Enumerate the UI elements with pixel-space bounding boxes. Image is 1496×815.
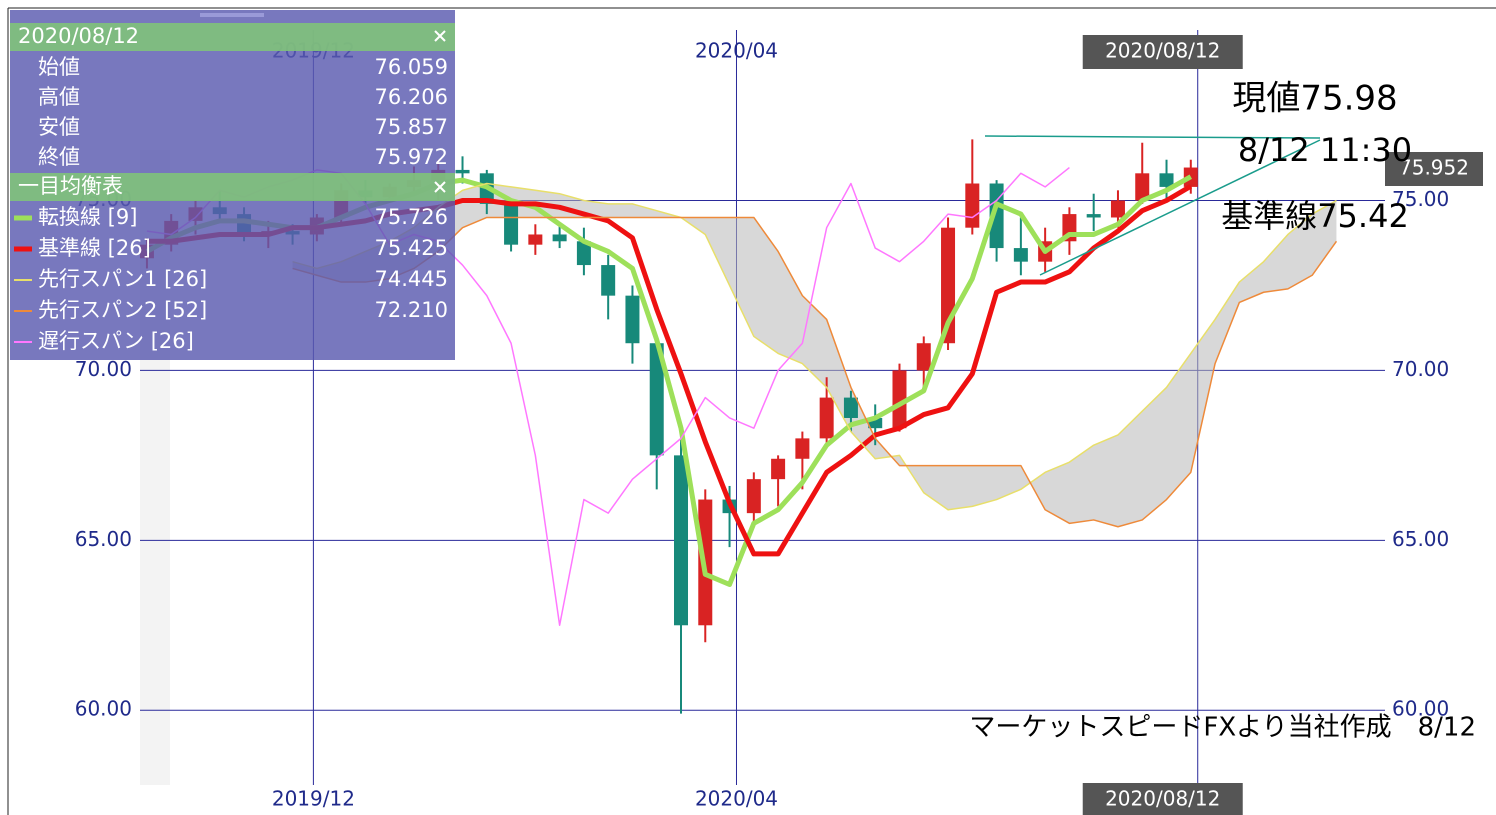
candle-body <box>1013 248 1028 262</box>
candle-body <box>1110 200 1125 218</box>
candle-body <box>576 241 591 266</box>
annotation: 現値75.98 <box>1232 79 1397 119</box>
grip[interactable] <box>200 13 264 17</box>
trend-line <box>984 135 1321 139</box>
candle-body <box>649 343 664 456</box>
x-tick-label: 2020/04 <box>695 787 778 811</box>
close-button[interactable] <box>434 30 446 42</box>
x-tick-label: 2020/08/12 <box>1105 787 1220 811</box>
candle-body <box>625 295 640 344</box>
legend-label: 遅行スパン [26] <box>38 329 194 353</box>
panel-label: 終値 <box>38 145 80 169</box>
panel-indicator: 一目均衡表 <box>18 174 123 198</box>
candle-body <box>552 234 567 242</box>
candle-body <box>1086 214 1101 218</box>
candle-body <box>965 183 980 228</box>
x-tick-label: 2020/04 <box>695 39 778 63</box>
y-tick-label: 65.00 <box>75 527 132 551</box>
candle-body <box>795 438 810 459</box>
cloud <box>292 183 1337 527</box>
price-tag: 75.952 <box>1399 156 1469 180</box>
trend-lines <box>984 135 1321 276</box>
annotation: マーケットスピードFXより当社作成 8/12 <box>969 713 1476 743</box>
legend-label: 先行スパン1 [26] <box>38 267 207 291</box>
candle-body <box>819 397 834 439</box>
indicator-line <box>292 182 1337 511</box>
y-tick-label: 60.00 <box>75 697 132 721</box>
panel-value: 76.206 <box>375 85 448 109</box>
y-tick-label: 70.00 <box>75 357 132 381</box>
x-tick-label: 2020/08/12 <box>1105 39 1220 63</box>
y-tick-label: 65.00 <box>1392 527 1449 551</box>
date-tag <box>1082 35 1243 69</box>
indicator-line <box>292 216 1338 528</box>
legend-value: 72.210 <box>375 298 448 322</box>
price-tag-bg <box>1385 152 1483 186</box>
candle-body <box>504 203 519 245</box>
legend-value: 75.425 <box>375 236 448 260</box>
candle-body <box>674 455 689 626</box>
legend-value: 74.445 <box>375 267 448 291</box>
annotation: 8/12 11:30 <box>1238 131 1412 169</box>
panel-value: 75.972 <box>375 145 448 169</box>
candle-body <box>746 479 761 514</box>
info-panel: 2020/08/12 一目均衡表 始値 76.059 高値 76.206 安値 75.85… <box>10 10 455 360</box>
y-tick-label: 70.00 <box>1392 357 1449 381</box>
panel-header <box>10 173 455 201</box>
y-tick-label: 60.00 <box>1392 697 1449 721</box>
annotation: 基準線75.42 <box>1221 197 1409 235</box>
panel-value: 75.857 <box>375 115 448 139</box>
close-button[interactable] <box>434 181 446 193</box>
candle-body <box>601 265 616 296</box>
panel-label: 安値 <box>38 115 80 139</box>
legend-value: 75.726 <box>375 205 448 229</box>
candle-body <box>455 169 470 174</box>
legend-label: 先行スパン2 [52] <box>38 298 207 322</box>
y-tick-label: 75.00 <box>1392 187 1449 211</box>
legend-label: 転換線 [9] <box>38 205 137 229</box>
panel-date: 2020/08/12 <box>18 24 139 48</box>
candle-body <box>868 417 883 429</box>
candle-body <box>771 458 786 480</box>
candle-body <box>843 397 858 418</box>
candle-body <box>916 343 931 371</box>
legend-label: 基準線 [26] <box>38 236 151 260</box>
candle-body <box>892 370 907 429</box>
cloud-layer <box>292 183 1337 527</box>
panel-value: 76.059 <box>375 55 448 79</box>
date-tag <box>1082 783 1243 815</box>
trend-line <box>1039 139 1321 276</box>
candle-body <box>989 183 1004 249</box>
candle-body <box>528 234 543 245</box>
panel-label: 始値 <box>38 55 80 79</box>
x-tick-label: 2019/12 <box>272 787 355 811</box>
panel-header <box>10 23 455 51</box>
candle-body <box>1135 173 1150 201</box>
candle-body <box>1159 173 1174 187</box>
panel-label: 高値 <box>38 85 80 109</box>
